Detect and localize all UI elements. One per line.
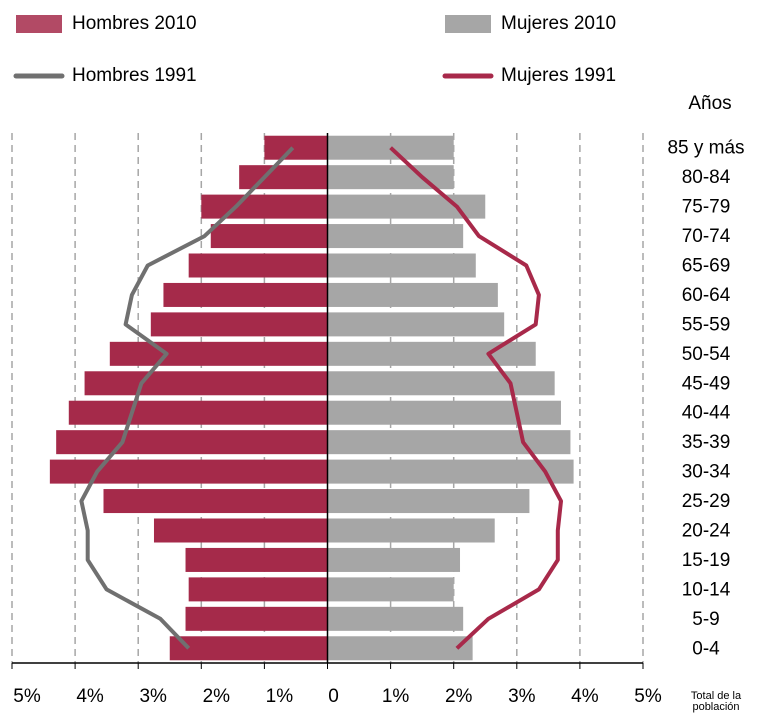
bar xyxy=(327,636,473,661)
legend-swatch xyxy=(445,15,491,33)
bar xyxy=(327,400,561,425)
x-tick-label: 2% xyxy=(445,686,473,707)
bar xyxy=(163,282,328,307)
x-tick-label: 5% xyxy=(13,686,41,707)
category-label: 75-79 xyxy=(682,197,731,218)
bar xyxy=(239,165,328,190)
bar xyxy=(169,636,328,661)
category-label: 60-64 xyxy=(682,285,731,306)
x-tick-label: 1% xyxy=(266,686,294,707)
bar xyxy=(327,253,476,278)
x-tick-label: 1% xyxy=(382,686,410,707)
bar xyxy=(185,547,328,572)
legend-swatch xyxy=(16,15,62,33)
bar xyxy=(327,547,461,572)
category-label: 55-59 xyxy=(682,314,731,335)
x-tick-label: 3% xyxy=(508,686,536,707)
category-label: 70-74 xyxy=(682,226,731,247)
category-label: 40-44 xyxy=(682,403,731,424)
category-label: 15-19 xyxy=(682,550,731,571)
category-label: 0-4 xyxy=(692,638,720,659)
legend-label: Hombres 1991 xyxy=(72,65,197,86)
x-tick-label: 2% xyxy=(203,686,231,707)
category-label: 25-29 xyxy=(682,491,731,512)
line xyxy=(79,146,295,650)
bar xyxy=(327,430,571,455)
bar xyxy=(109,341,328,366)
bar xyxy=(327,282,498,307)
bar xyxy=(188,253,328,278)
category-label: 5-9 xyxy=(692,609,719,630)
category-label: 50-54 xyxy=(682,344,731,365)
category-label: 30-34 xyxy=(682,462,731,483)
category-label: 35-39 xyxy=(682,432,731,453)
bar xyxy=(56,430,328,455)
legend-label: Hombres 2010 xyxy=(72,13,197,34)
line xyxy=(389,146,563,650)
x-tick-label: 4% xyxy=(571,686,599,707)
bar xyxy=(84,371,328,396)
x-axis-label: Total de la población xyxy=(691,690,742,713)
bar xyxy=(327,518,495,543)
category-title: Años xyxy=(688,93,731,114)
category-label: 65-69 xyxy=(682,256,731,277)
bar xyxy=(153,518,328,543)
x-tick-label: 5% xyxy=(634,686,662,707)
x-tick-label: 3% xyxy=(139,686,167,707)
x-tick-label: 4% xyxy=(76,686,104,707)
bar xyxy=(327,371,555,396)
bar xyxy=(185,606,328,631)
category-label: 10-14 xyxy=(682,579,731,600)
legend-label: Mujeres 1991 xyxy=(501,65,616,86)
bar xyxy=(188,577,328,602)
bar xyxy=(327,224,464,249)
bar xyxy=(201,194,328,219)
bar xyxy=(150,312,328,337)
category-label: 85 y más xyxy=(667,138,744,159)
bar xyxy=(327,577,454,602)
bar xyxy=(68,400,328,425)
category-label: 20-24 xyxy=(682,521,731,542)
bar xyxy=(327,606,464,631)
legend-label: Mujeres 2010 xyxy=(501,13,616,34)
bar xyxy=(103,489,328,514)
bar xyxy=(210,224,328,249)
bar xyxy=(327,312,505,337)
category-label: 45-49 xyxy=(682,373,731,394)
bar xyxy=(327,489,530,514)
bar xyxy=(327,459,574,484)
x-tick-label: 0 xyxy=(328,686,339,707)
bar xyxy=(264,135,328,160)
category-label: 80-84 xyxy=(682,167,731,188)
